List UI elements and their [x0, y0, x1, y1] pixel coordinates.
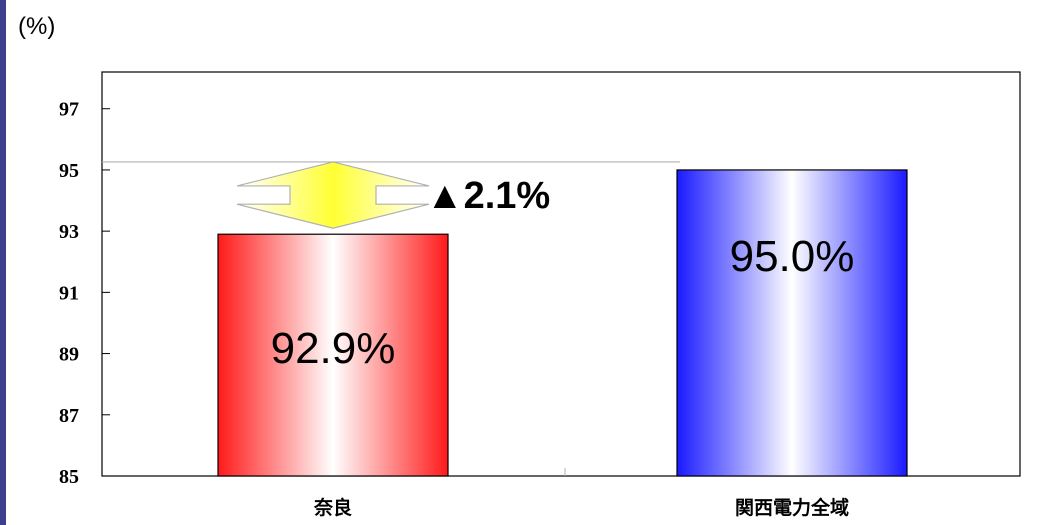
- difference-arrow: [236, 161, 430, 229]
- x-category-label: 奈良: [313, 496, 352, 519]
- y-tick-label: 91: [59, 282, 79, 304]
- x-category-label: 関西電力全域: [735, 496, 849, 519]
- bar-value-label: 92.9%: [271, 324, 396, 373]
- y-tick-label: 95: [59, 160, 79, 182]
- bar-value-label: 95.0%: [730, 232, 855, 281]
- bar-kansai: [676, 169, 908, 477]
- y-tick-label: 87: [59, 405, 79, 427]
- y-tick-label: 85: [59, 466, 79, 488]
- difference-label: ▲2.1%: [426, 175, 550, 217]
- left-accent-rule: [0, 0, 6, 525]
- y-tick-label: 97: [59, 99, 79, 121]
- y-tick-label: 89: [59, 344, 79, 366]
- y-tick-label: 93: [59, 221, 79, 243]
- y-unit-label: (%): [18, 13, 55, 40]
- bar-nara: [217, 233, 449, 477]
